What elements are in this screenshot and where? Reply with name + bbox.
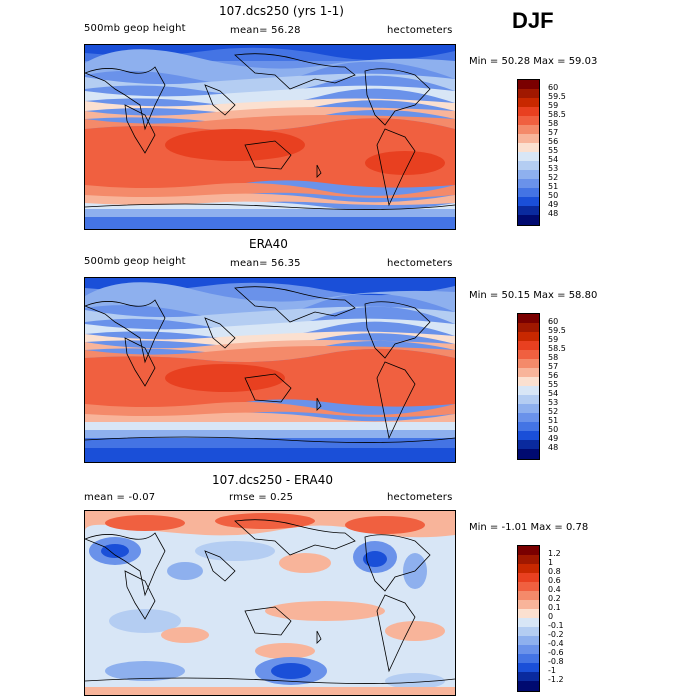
panel-1-map bbox=[84, 44, 456, 230]
panel-3-colorbar-label: 1.2 bbox=[548, 549, 561, 558]
panel-1-colorbar-label: 59.5 bbox=[548, 92, 566, 101]
panel-3-colorbar-label: 0.1 bbox=[548, 603, 561, 612]
panel-2-colorbar-label: 48 bbox=[548, 443, 559, 452]
panel-3-colorbar-label: -0.1 bbox=[548, 621, 564, 630]
panel-3-colorbar-label: -0.4 bbox=[548, 639, 564, 648]
panel-1-colorbar-label: 49 bbox=[548, 200, 559, 209]
panel-2-variable-label: 500mb geop height bbox=[84, 256, 186, 267]
panel-2-units-label: hectometers bbox=[387, 258, 453, 269]
panel-3-minmax-label: Min = -1.01 Max = 0.78 bbox=[469, 522, 589, 533]
panel-1-colorbar-label: 50 bbox=[548, 191, 559, 200]
panel-3-colorbar-label: -1.2 bbox=[548, 675, 564, 684]
panel-1-colorbar-label: 60 bbox=[548, 83, 559, 92]
panel-1-units-label: hectometers bbox=[387, 25, 453, 36]
panel-2-colorbar-label: 58 bbox=[548, 353, 559, 362]
panel-3-colorbar-label: 1 bbox=[548, 558, 554, 567]
panel-3-title: 107.dcs250 - ERA40 bbox=[212, 473, 333, 487]
panel-2-colorbar-label: 54 bbox=[548, 389, 559, 398]
panel-1-contour-plot bbox=[85, 45, 455, 229]
panel-3-colorbar-label: -0.2 bbox=[548, 630, 564, 639]
panel-3-mean-label: mean = -0.07 bbox=[84, 492, 156, 503]
panel-2-colorbar-label: 60 bbox=[548, 317, 559, 326]
panel-2-colorbar-label: 59.5 bbox=[548, 326, 566, 335]
panel-1-colorbar-label: 58.5 bbox=[548, 110, 566, 119]
panel-3-colorbar-label: 0.8 bbox=[548, 567, 561, 576]
panel-1-colorbar-label: 55 bbox=[548, 146, 559, 155]
panel-2-swatch bbox=[518, 449, 539, 459]
panel-3-swatch bbox=[518, 681, 539, 691]
panel-2-mean-label: mean= 56.35 bbox=[230, 258, 301, 269]
panel-2-colorbar-label: 58.5 bbox=[548, 344, 566, 353]
panel-3-colorbar-label: -1 bbox=[548, 666, 556, 675]
panel-1-minmax-label: Min = 50.28 Max = 59.03 bbox=[469, 56, 598, 67]
panel-1-colorbar-label: 53 bbox=[548, 164, 559, 173]
panel-3-units-label: hectometers bbox=[387, 492, 453, 503]
panel-3-rmse-label: rmse = 0.25 bbox=[229, 492, 294, 503]
panel-2-colorbar-label: 53 bbox=[548, 398, 559, 407]
panel-1-colorbar-label: 58 bbox=[548, 119, 559, 128]
panel-2-colorbar-label: 50 bbox=[548, 425, 559, 434]
panel-3-colorbar-label: 0.6 bbox=[548, 576, 561, 585]
panel-2-colorbar-label: 52 bbox=[548, 407, 559, 416]
panel-2-minmax-label: Min = 50.15 Max = 58.80 bbox=[469, 290, 598, 301]
panel-3-colorbar-label: 0.4 bbox=[548, 585, 561, 594]
panel-2-map bbox=[84, 277, 456, 463]
panel-3-map bbox=[84, 510, 456, 696]
panel-3-colorbar-label: -0.6 bbox=[548, 648, 564, 657]
panel-2-colorbar-label: 55 bbox=[548, 380, 559, 389]
panel-1-swatch bbox=[518, 215, 539, 225]
panel-2-colorbar-label: 59 bbox=[548, 335, 559, 344]
panel-2-title: ERA40 bbox=[249, 237, 288, 251]
panel-1-colorbar-label: 56 bbox=[548, 137, 559, 146]
panel-2-colorbar-label: 57 bbox=[548, 362, 559, 371]
panel-2-colorbar bbox=[517, 313, 540, 460]
panel-1-title: 107.dcs250 (yrs 1-1) bbox=[219, 4, 344, 18]
panel-3-colorbar-label: -0.8 bbox=[548, 657, 564, 666]
panel-1-colorbar-label: 48 bbox=[548, 209, 559, 218]
panel-2-contour-plot bbox=[85, 278, 455, 462]
panel-1-colorbar bbox=[517, 79, 540, 226]
panel-1-mean-label: mean= 56.28 bbox=[230, 25, 301, 36]
panel-3-contour-plot bbox=[85, 511, 455, 695]
panel-1-colorbar-label: 54 bbox=[548, 155, 559, 164]
panel-3-colorbar bbox=[517, 545, 540, 692]
panel-3-colorbar-label: 0 bbox=[548, 612, 554, 621]
season-label: DJF bbox=[512, 8, 554, 33]
panel-2-colorbar-label: 51 bbox=[548, 416, 559, 425]
panel-1-variable-label: 500mb geop height bbox=[84, 23, 186, 34]
panel-3-colorbar-label: 0.2 bbox=[548, 594, 561, 603]
panel-1-colorbar-label: 57 bbox=[548, 128, 559, 137]
panel-2-colorbar-label: 56 bbox=[548, 371, 559, 380]
panel-1-colorbar-label: 51 bbox=[548, 182, 559, 191]
panel-1-colorbar-label: 52 bbox=[548, 173, 559, 182]
panel-1-colorbar-label: 59 bbox=[548, 101, 559, 110]
panel-2-colorbar-label: 49 bbox=[548, 434, 559, 443]
